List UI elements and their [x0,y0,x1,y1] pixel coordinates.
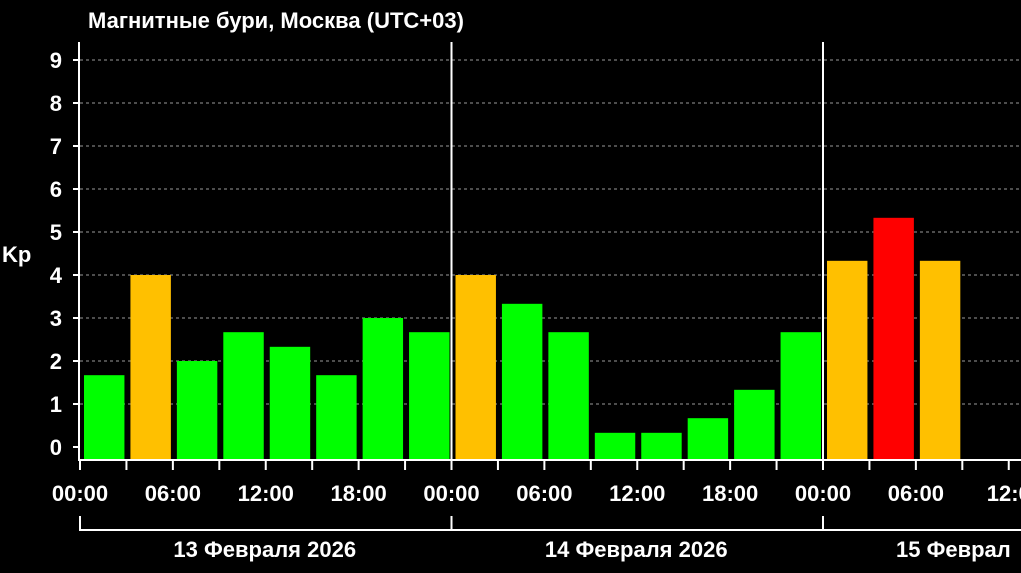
x-tick-label: 12:00 [609,481,665,506]
y-tick-label: 6 [50,177,62,202]
y-tick-label: 4 [50,263,63,288]
x-tick-label: 00:00 [52,481,108,506]
day-label: 13 Февраля 2026 [173,537,356,562]
x-tick-label: 18:00 [330,481,386,506]
kp-bar [130,275,171,460]
day-label: 14 Февраля 2026 [545,537,728,562]
kp-bar [409,332,450,460]
y-tick-label: 9 [50,48,62,73]
kp-bar [641,432,682,460]
x-tick-label: 18:00 [702,481,758,506]
y-axis-label: Kp [2,242,31,267]
kp-bar [316,375,357,460]
y-tick-label: 1 [50,392,62,417]
kp-bar [176,361,218,460]
kp-bar [827,260,868,460]
day-labels: 13 Февраля 2026 14 Февраля 2026 15 Феврал [173,537,1010,562]
y-tick-label: 5 [50,220,62,245]
x-tick-label: 00:00 [423,481,479,506]
kp-bar [873,217,914,460]
y-tick-labels: 0 1 2 3 4 5 6 7 8 9 [50,48,63,460]
day-label: 15 Феврал [896,537,1011,562]
y-tick-label: 7 [50,134,62,159]
x-tick-label: 00:00 [795,481,851,506]
bars-layer [84,217,961,460]
kp-bar [687,418,729,460]
x-tick-label: 12:0 [987,481,1021,506]
kp-bar [594,432,636,460]
chart-title: Магнитные бури, Москва (UTC+03) [88,8,464,33]
kp-bar [362,318,404,460]
x-tick-label: 12:00 [238,481,294,506]
kp-bar [780,332,821,460]
kp-bar [501,303,543,460]
y-tick-label: 2 [50,349,62,374]
axes-layer [73,42,1021,531]
kp-bar [548,332,589,460]
kp-bar [84,375,125,460]
x-tick-label: 06:00 [888,481,944,506]
y-tick-label: 3 [50,306,62,331]
kp-bar [734,389,775,460]
kp-bar [223,332,264,460]
kp-bar [455,275,496,460]
y-tick-label: 0 [50,435,62,460]
kp-bar [269,346,311,460]
kp-bar [919,260,961,460]
x-tick-labels: 00:00 06:00 12:00 18:00 00:00 06:00 12:00 18:00… [52,481,1021,506]
y-tick-label: 8 [50,91,62,116]
x-tick-label: 06:00 [145,481,201,506]
x-tick-label: 06:00 [516,481,572,506]
